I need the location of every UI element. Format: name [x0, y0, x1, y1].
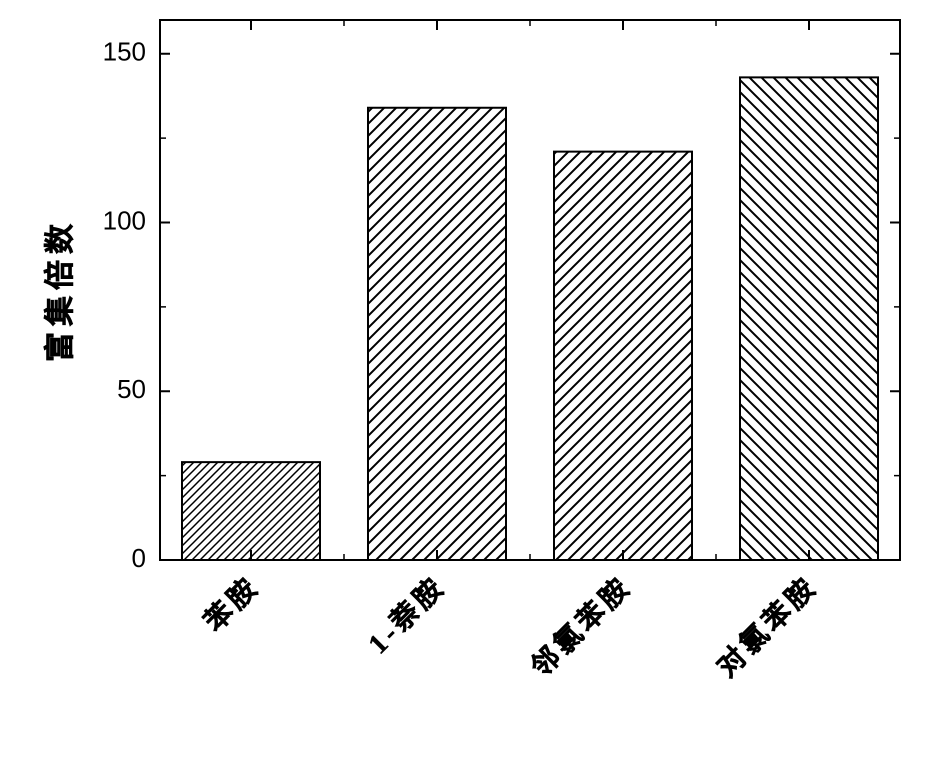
x-category-label: 1-萘胺	[362, 570, 452, 660]
x-category-label: 对氯苯胺	[711, 570, 824, 683]
y-tick-label: 0	[132, 543, 146, 573]
y-axis-title: 富集倍数	[43, 218, 77, 362]
x-category-label: 苯胺	[197, 570, 266, 639]
x-category-label: 邻氯苯胺	[524, 570, 638, 684]
bar-chart: 0 50 100 150 富集倍数苯胺 1-萘胺邻氯苯胺对氯苯胺	[0, 0, 933, 757]
bar-chart-svg: 0 50 100 150 富集倍数苯胺 1-萘胺邻氯苯胺对氯苯胺	[0, 0, 933, 757]
y-tick-label: 150	[103, 37, 146, 67]
y-tick-label: 50	[117, 374, 146, 404]
y-tick-label: 100	[103, 205, 146, 235]
